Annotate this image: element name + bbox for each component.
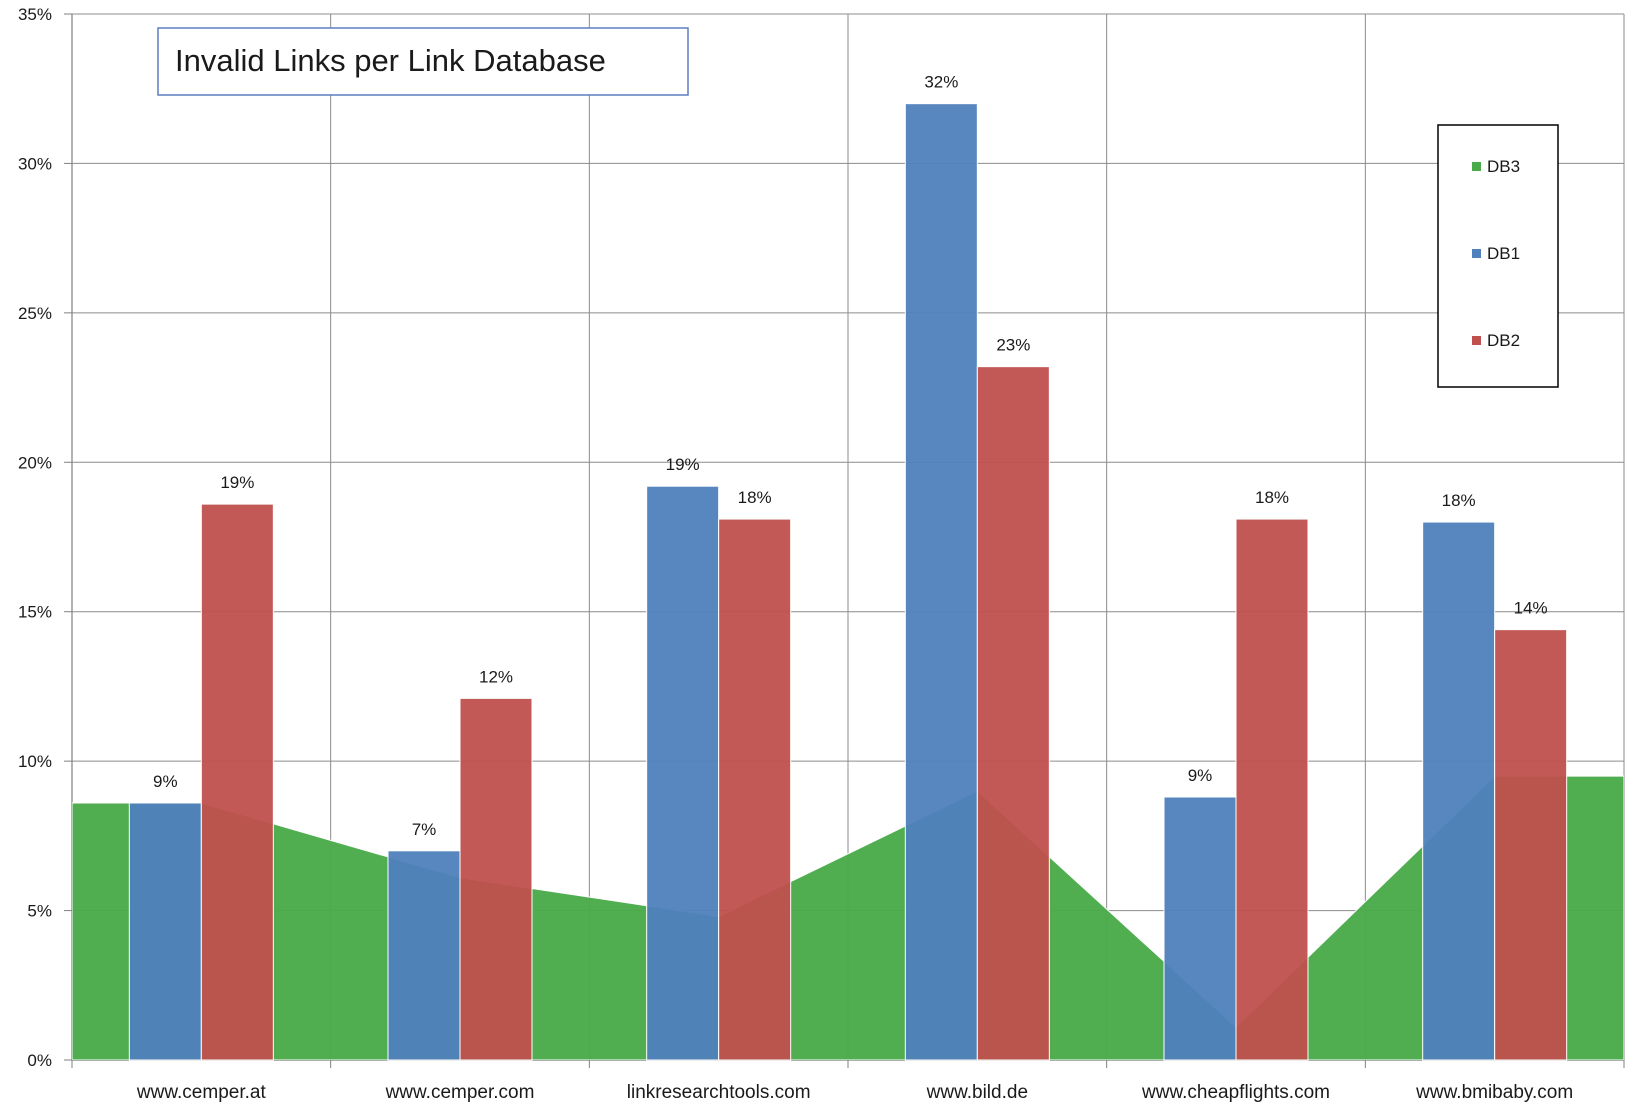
bar-db2: [977, 367, 1049, 1060]
legend-label-db3: DB3: [1487, 157, 1520, 176]
y-tick-label: 20%: [18, 453, 52, 472]
data-label-db1: 19%: [666, 455, 700, 474]
x-tick-label: www.cheapflights.com: [1141, 1082, 1330, 1103]
data-label-db2: 12%: [479, 667, 513, 686]
data-label-db2: 18%: [738, 488, 772, 507]
bar-db1: [129, 803, 201, 1060]
y-tick-label: 5%: [27, 902, 52, 921]
data-label-db1: 9%: [1188, 766, 1213, 785]
data-label-db2: 18%: [1255, 488, 1289, 507]
chart-title: Invalid Links per Link Database: [175, 43, 606, 78]
y-tick-label: 15%: [18, 603, 52, 622]
data-label-db2: 23%: [996, 336, 1030, 355]
x-tick-label: linkresearchtools.com: [627, 1082, 811, 1103]
x-tick-label: www.bild.de: [926, 1082, 1028, 1103]
data-label-db1: 32%: [924, 73, 958, 92]
legend-label-db1: DB1: [1487, 244, 1520, 263]
y-tick-label: 25%: [18, 304, 52, 323]
bar-db1: [905, 104, 977, 1060]
data-label-db1: 18%: [1442, 491, 1476, 510]
legend-label-db2: DB2: [1487, 331, 1520, 350]
x-tick-label: www.bmibaby.com: [1415, 1082, 1573, 1103]
bar-db1: [647, 486, 719, 1060]
y-tick-label: 30%: [18, 154, 52, 173]
bar-db2: [1236, 519, 1308, 1060]
bar-db2: [719, 519, 791, 1060]
y-tick-label: 0%: [27, 1051, 52, 1070]
bar-db1: [388, 851, 460, 1060]
bar-db1: [1164, 797, 1236, 1060]
legend-swatch-db3: [1472, 162, 1481, 171]
x-tick-label: www.cemper.com: [385, 1082, 535, 1103]
bar-db2: [1495, 630, 1567, 1060]
data-label-db2: 14%: [1514, 599, 1548, 618]
y-tick-label: 35%: [18, 5, 52, 24]
bar-db2: [201, 504, 273, 1060]
legend: DB3 DB1 DB2: [1438, 125, 1558, 387]
data-label-db1: 9%: [153, 772, 178, 791]
bar-db2: [460, 698, 532, 1060]
bar-db1: [1423, 522, 1495, 1060]
data-label-db2: 19%: [220, 473, 254, 492]
x-tick-label: www.cemper.at: [136, 1082, 267, 1103]
chart-title-box: Invalid Links per Link Database: [158, 28, 688, 95]
y-tick-label: 10%: [18, 752, 52, 771]
data-label-db1: 7%: [412, 820, 437, 839]
legend-swatch-db1: [1472, 249, 1481, 258]
legend-swatch-db2: [1472, 336, 1481, 345]
